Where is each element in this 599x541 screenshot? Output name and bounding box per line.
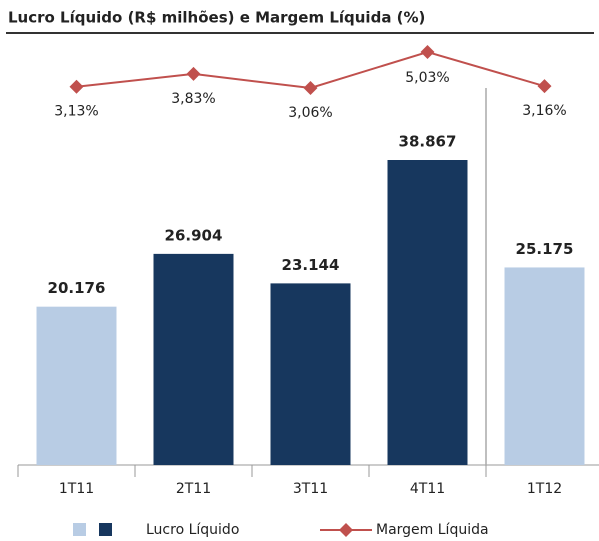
chart-title: Lucro Líquido (R$ milhões) e Margem Líqu… (8, 9, 425, 27)
bar (36, 306, 117, 465)
line-label: 3,06% (288, 105, 332, 121)
line-marker (303, 81, 318, 95)
line-marker (537, 79, 552, 94)
line-label: 3,83% (171, 91, 215, 107)
line-label: 3,16% (522, 103, 566, 119)
bar-label: 25.175 (516, 240, 574, 258)
bar-label: 38.867 (399, 133, 457, 151)
x-tick-label: 1T11 (59, 481, 94, 497)
x-tick-label: 2T11 (176, 481, 211, 497)
x-tick-label: 4T11 (410, 481, 445, 497)
bar (270, 283, 351, 465)
line-label: 3,13% (54, 104, 98, 120)
bar (153, 253, 234, 465)
line-marker (420, 45, 435, 59)
line-marker (186, 66, 201, 81)
legend-swatch (73, 523, 86, 536)
legend-marker (339, 523, 353, 537)
x-tick-label: 3T11 (293, 481, 328, 497)
bar-label: 20.176 (48, 279, 106, 297)
legend-label: Lucro Líquido (146, 522, 239, 538)
bar-label: 26.904 (165, 226, 223, 244)
legend-swatch (99, 523, 112, 536)
bar-label: 23.144 (282, 256, 340, 274)
bar (387, 160, 468, 465)
x-tick-label: 1T12 (527, 481, 562, 497)
bar (504, 267, 585, 465)
line-label: 5,03% (405, 70, 449, 86)
line-marker (69, 79, 84, 94)
legend-label: Margem Líquida (376, 522, 489, 538)
